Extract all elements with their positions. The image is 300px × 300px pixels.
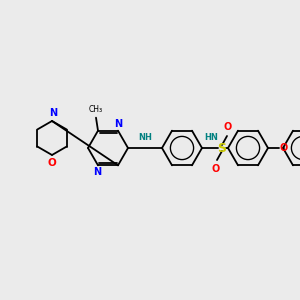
Text: O: O xyxy=(224,122,232,132)
Text: NH: NH xyxy=(138,133,152,142)
Text: N: N xyxy=(93,167,101,177)
Text: S: S xyxy=(218,142,226,154)
Text: N: N xyxy=(114,119,122,129)
Text: O: O xyxy=(280,143,288,153)
Text: HN: HN xyxy=(204,133,218,142)
Text: O: O xyxy=(48,158,56,168)
Text: CH₃: CH₃ xyxy=(89,105,103,114)
Text: N: N xyxy=(49,108,57,118)
Text: O: O xyxy=(212,164,220,174)
